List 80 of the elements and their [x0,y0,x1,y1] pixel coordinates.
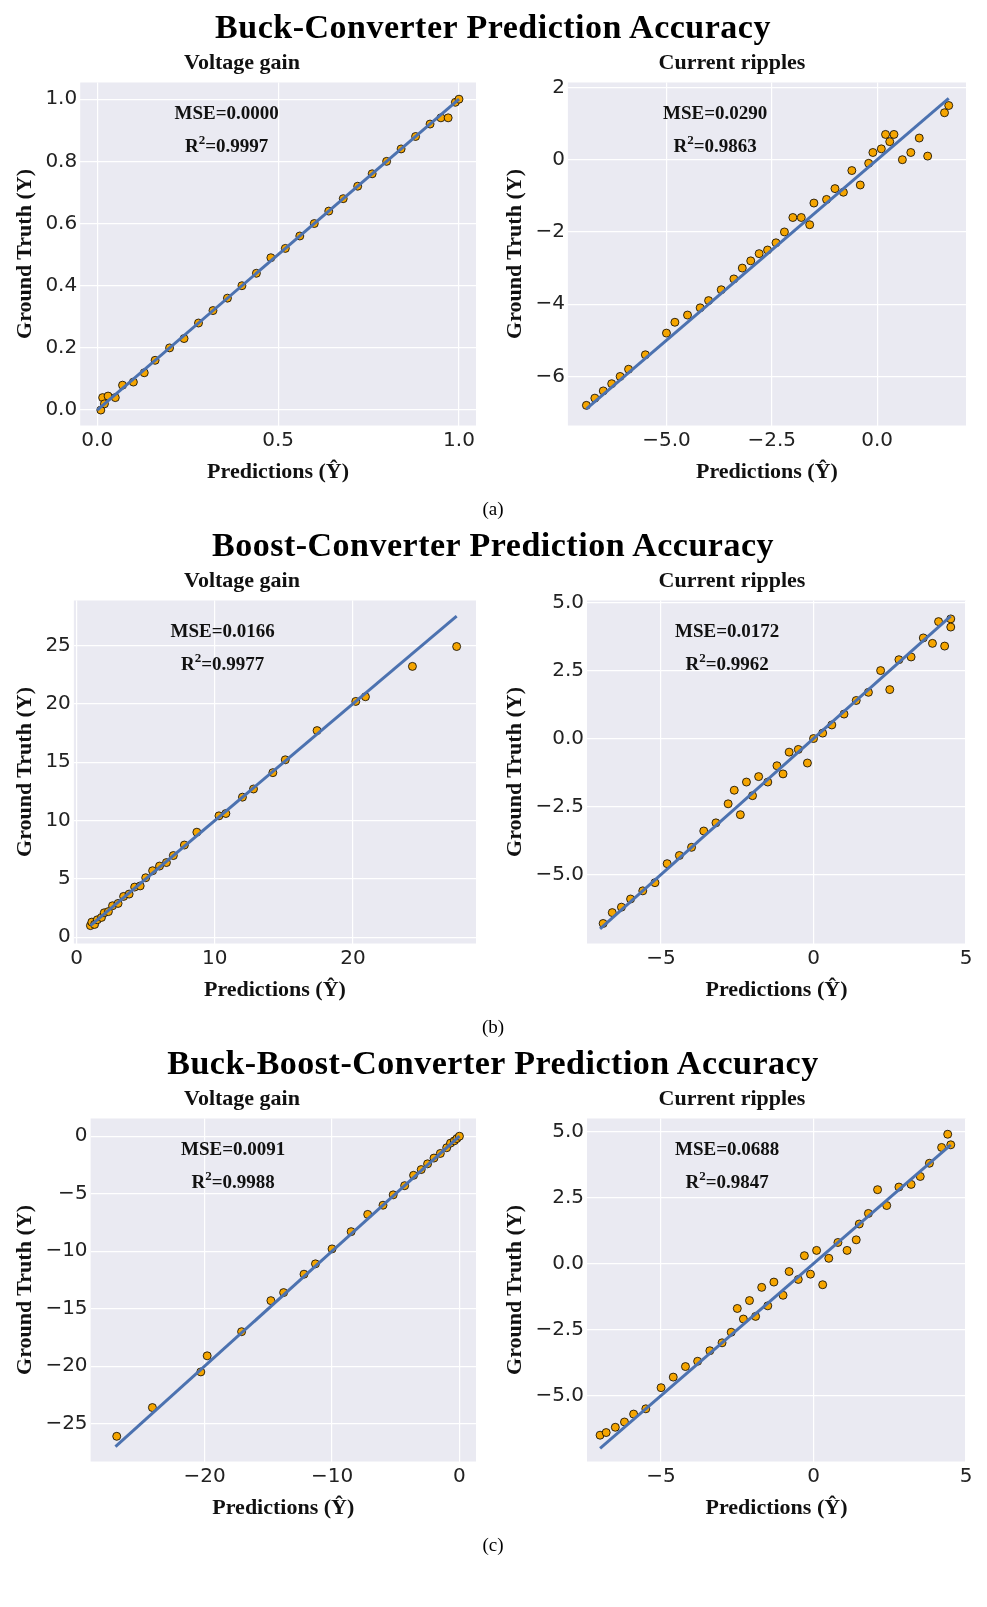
y-tick-label: 25 [45,631,71,656]
y-tick-label: −15 [45,1294,88,1319]
x-tick-label: −5 [646,944,676,969]
x-tick-label: 1.0 [443,426,475,451]
y-tick-label: 0 [552,145,565,170]
y-tick-label: 0.6 [45,209,78,234]
y-tick-label: 0.0 [552,1249,584,1274]
y-tick-label: 0.8 [45,147,78,172]
x-tick-label: 20 [340,944,366,969]
x-tick-label: −2.5 [747,426,797,451]
x-tick-label: 10 [202,944,228,969]
annotation: MSE=0.0166 [170,620,275,642]
x-tick-label: 0.0 [861,426,894,451]
y-tick-label: 20 [45,689,71,714]
annotation: MSE=0.0091 [181,1138,286,1160]
x-tick-label: 5 [959,944,973,969]
x-axis-title: Predictions (Ŷ) [203,976,346,1002]
chart-title: Current ripples [658,566,806,592]
chart-title: Current ripples [658,1084,806,1110]
y-tick-label: 15 [45,748,71,773]
y-tick-label: 5 [58,865,71,890]
annotation: MSE=0.0688 [675,1138,780,1160]
y-tick-label: 2.5 [552,656,584,681]
chart-title: Voltage gain [184,1084,300,1110]
y-tick-label: −5 [58,1179,88,1204]
y-tick-label: −5.0 [535,860,584,885]
y-tick-label: −2.5 [535,792,584,817]
x-tick-label: 0.5 [262,426,295,451]
y-axis-title: Ground Truth (Y) [10,1205,36,1375]
text: Buck-Converter Prediction Accuracy [214,8,772,46]
y-axis-title: Ground Truth (Y) [500,1205,526,1375]
x-tick-label: 0.0 [81,426,114,451]
x-tick-label: −5 [646,1462,676,1487]
x-tick-label: −10 [310,1462,354,1487]
chart-title: Voltage gain [184,48,300,74]
y-tick-label: 5.0 [552,1117,584,1142]
x-axis-title: Predictions (Ŷ) [207,458,350,484]
annotation: MSE=0.0172 [675,620,780,642]
y-tick-label: 2.5 [552,1183,584,1208]
y-tick-label: −10 [45,1237,88,1262]
y-tick-label: 0.4 [45,271,78,296]
x-tick-label: 0 [453,1462,466,1487]
chart-title: Voltage gain [184,566,300,592]
y-tick-label: −20 [45,1352,88,1377]
y-axis-title: Ground Truth (Y) [500,169,526,339]
y-tick-label: −5.0 [535,1381,584,1406]
text: (c) [481,1534,505,1556]
x-axis-title: Predictions (Ŷ) [705,1494,848,1520]
y-tick-label: 0.0 [45,396,78,421]
y-tick-label: 2 [552,73,565,98]
x-tick-label: 0 [807,944,820,969]
text: (a) [481,498,505,520]
x-tick-label: −20 [183,1462,226,1487]
y-tick-label: −25 [45,1409,88,1434]
text: Boost-Converter Prediction Accuracy [211,526,775,564]
y-tick-label: 1.0 [45,85,78,110]
x-axis-title: Predictions (Ŷ) [212,1494,355,1520]
x-axis-title: Predictions (Ŷ) [695,458,838,484]
y-tick-label: −2 [535,218,565,243]
y-tick-label: 0.2 [45,334,78,359]
y-tick-label: −2.5 [535,1315,584,1340]
y-tick-label: 0 [58,923,71,948]
text: (b) [480,1016,506,1038]
y-axis-title: Ground Truth (Y) [10,687,36,857]
y-tick-label: 0 [74,1122,88,1147]
x-axis-title: Predictions (Ŷ) [705,976,848,1002]
annotation: MSE=0.0290 [663,102,768,124]
y-tick-label: 0.0 [552,724,584,749]
y-tick-label: −4 [535,290,565,315]
text: Buck-Boost-Converter Prediction Accuracy [166,1044,820,1082]
y-tick-label: 5.0 [552,588,584,613]
x-tick-label: 5 [959,1462,973,1487]
y-axis-title: Ground Truth (Y) [500,687,526,857]
x-tick-label: −5.0 [642,426,691,451]
x-tick-label: 0 [807,1462,820,1487]
y-tick-label: 10 [45,806,71,831]
annotation: MSE=0.0000 [174,102,279,124]
y-tick-label: −6 [535,362,565,387]
y-axis-title: Ground Truth (Y) [10,169,36,339]
chart-title: Current ripples [658,48,806,74]
